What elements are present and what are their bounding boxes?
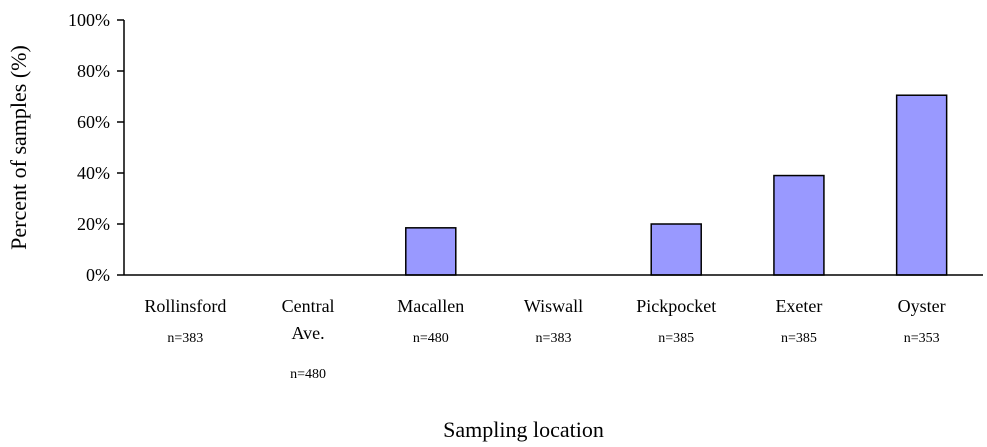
- category-label: Oyster: [898, 296, 946, 316]
- bar: [405, 227, 457, 276]
- sample-size-label: n=383: [536, 331, 572, 346]
- x-labels-group: Rollinsford n=383 Central Ave. n=480 Macallen…: [144, 296, 945, 382]
- y-tick-label: 80%: [77, 61, 110, 81]
- sample-size-label: n=385: [781, 331, 817, 346]
- sample-size-label: n=480: [290, 367, 326, 382]
- bars-group: [405, 94, 948, 276]
- y-tick-label: 100%: [68, 10, 110, 30]
- category-label: Macallen: [397, 296, 464, 316]
- category-label: Central: [282, 296, 335, 316]
- sample-size-label: n=480: [413, 331, 449, 346]
- sample-size-label: n=383: [167, 331, 203, 346]
- bar: [895, 94, 948, 276]
- category-label: Rollinsford: [144, 296, 226, 316]
- sample-size-label: n=353: [904, 331, 940, 346]
- category-label: Exeter: [775, 296, 822, 316]
- category-label: Wiswall: [524, 296, 583, 316]
- category-label: Pickpocket: [636, 296, 716, 316]
- y-axis-title: Percent of samples (%): [6, 45, 31, 250]
- y-ticks-group: 0% 20% 40% 60% 80% 100%: [68, 10, 124, 285]
- category-label: Ave.: [291, 323, 324, 343]
- bar: [650, 223, 702, 276]
- y-tick-label: 0%: [86, 265, 110, 285]
- y-tick-label: 40%: [77, 163, 110, 183]
- y-tick-label: 60%: [77, 112, 110, 132]
- sample-size-label: n=385: [658, 331, 694, 346]
- bar: [773, 174, 825, 276]
- y-tick-label: 20%: [77, 214, 110, 234]
- x-axis-title: Sampling location: [443, 417, 604, 442]
